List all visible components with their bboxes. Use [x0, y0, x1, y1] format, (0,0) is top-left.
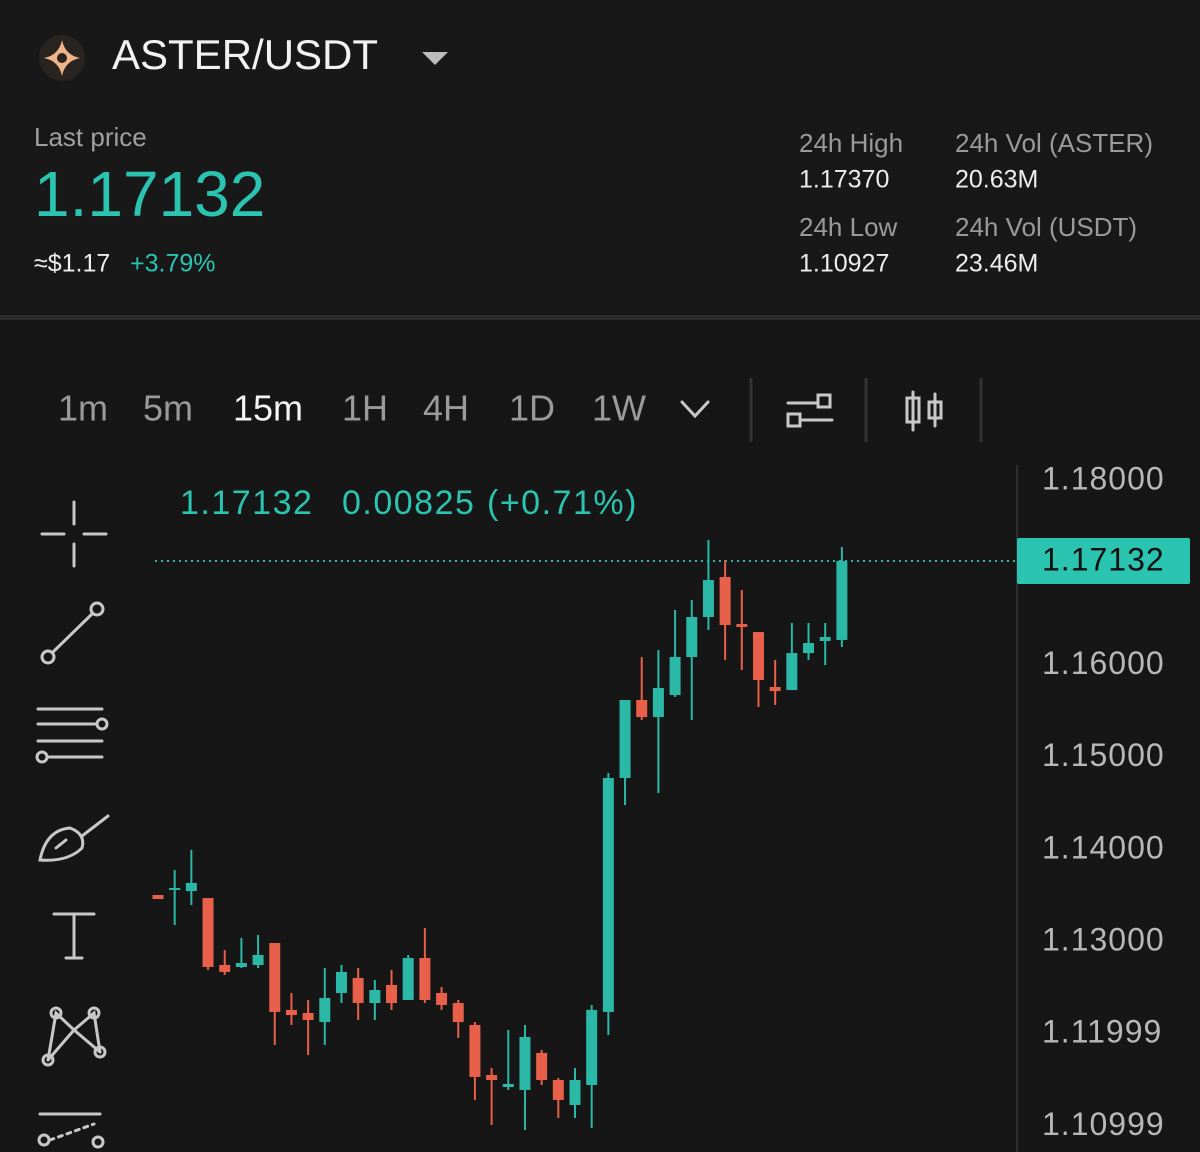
candle-body	[803, 643, 815, 654]
text-tool[interactable]	[52, 912, 96, 960]
candle-body	[819, 637, 831, 641]
stat-label: 24h High	[799, 128, 903, 158]
interval-tab[interactable]: 5m	[143, 388, 193, 429]
indicator-settings[interactable]	[786, 393, 834, 428]
candle-body	[619, 699, 631, 778]
candle-body	[252, 954, 264, 965]
crosshair-tool[interactable]	[40, 500, 108, 568]
y-tick-label: 1.15000	[1042, 737, 1165, 773]
candle-body	[536, 1052, 548, 1080]
candle-body	[752, 632, 764, 680]
interval-tabs: 1m 5m 15m 1H 4H 1D 1W	[58, 388, 646, 429]
stat-label: 24h Vol (USDT)	[955, 212, 1137, 242]
candle-body	[769, 686, 781, 692]
candle-body	[302, 1012, 314, 1020]
divider	[0, 315, 1200, 320]
chart-type[interactable]	[905, 390, 943, 432]
interval-tab[interactable]: 1W	[592, 388, 646, 429]
header-panel	[0, 0, 1200, 315]
candle-body	[836, 561, 848, 640]
info-close: 1.17132	[180, 484, 313, 522]
candle-body	[469, 1024, 481, 1077]
candle-body	[486, 1075, 498, 1080]
candle-body	[219, 964, 231, 972]
usd-price: ≈$1.17	[34, 250, 110, 278]
price-change: +3.79%	[130, 250, 216, 278]
interval-tab[interactable]: 4H	[423, 388, 469, 429]
y-tick-label: 1.18000	[1042, 460, 1165, 496]
interval-tab[interactable]: 1H	[342, 388, 388, 429]
price-tag-label: 1.17132	[1042, 542, 1165, 578]
y-tick-label: 1.13000	[1042, 921, 1165, 957]
candlestick-chart: 1.18000 1.16000 1.15000 1.14000 1.13000 1.119…	[152, 460, 1190, 1142]
candle-body	[602, 777, 614, 1012]
pattern-tool[interactable]	[41, 1006, 107, 1067]
price-tag	[1017, 538, 1190, 585]
candle-body	[352, 977, 364, 1004]
candle-body	[419, 958, 431, 1000]
candle-body	[736, 624, 748, 627]
horizontal-lines-tool[interactable]	[35, 707, 109, 764]
stat-value: 1.17370	[799, 166, 889, 194]
stat-label: 24h Low	[799, 212, 898, 242]
candle-body	[436, 992, 448, 1005]
candle-body	[569, 1079, 581, 1105]
candle-body	[235, 963, 247, 967]
candle-body	[185, 882, 197, 892]
interval-tab[interactable]: 1m	[58, 388, 108, 429]
y-tick-label: 1.16000	[1042, 645, 1165, 681]
candle-body	[335, 971, 347, 993]
candle-body	[402, 958, 414, 1000]
brush-tool[interactable]	[38, 814, 110, 862]
stat-value: 20.63M	[955, 166, 1038, 194]
candle-body	[169, 887, 181, 890]
stat-value: 1.10927	[799, 250, 889, 278]
y-tick-label: 1.10999	[1042, 1106, 1165, 1142]
candle-body	[386, 984, 398, 1004]
candle-body	[502, 1083, 514, 1088]
pair-name[interactable]: ASTER/USDT	[112, 31, 378, 78]
candle-body	[452, 1003, 464, 1023]
candle-body	[636, 699, 648, 718]
stat-label: 24h Vol (ASTER)	[955, 128, 1153, 158]
candle-body	[519, 1036, 531, 1090]
candle-body	[786, 653, 798, 691]
pair-dropdown[interactable]	[422, 52, 448, 65]
candle-body	[152, 894, 164, 900]
trend-line-tool[interactable]	[40, 601, 105, 665]
candle-body	[552, 1079, 564, 1101]
candle-body	[202, 898, 214, 967]
info-change-pct: (+0.71%)	[487, 484, 638, 522]
candle-body	[702, 580, 714, 618]
candle-body	[652, 688, 664, 718]
pair-logo[interactable]	[39, 35, 85, 81]
candle-body	[669, 657, 681, 696]
stat-value: 23.46M	[955, 250, 1038, 278]
interval-tab[interactable]: 1D	[509, 388, 555, 429]
last-price: 1.17132	[34, 158, 265, 230]
interval-more[interactable]	[680, 400, 710, 419]
y-tick-label: 1.14000	[1042, 829, 1165, 865]
candle-body	[269, 943, 281, 1012]
candle-body	[285, 1009, 297, 1016]
fib-tool[interactable]	[37, 1112, 105, 1149]
candle-body	[369, 990, 381, 1004]
candle-body	[586, 1009, 598, 1085]
last-price-label: Last price	[34, 122, 147, 152]
candle-body	[719, 577, 731, 626]
candle-body	[319, 997, 331, 1023]
interval-tab[interactable]: 15m	[233, 388, 303, 429]
info-change: 0.00825	[342, 484, 475, 522]
y-tick-label: 1.11999	[1042, 1014, 1162, 1050]
candle-body	[686, 617, 698, 658]
